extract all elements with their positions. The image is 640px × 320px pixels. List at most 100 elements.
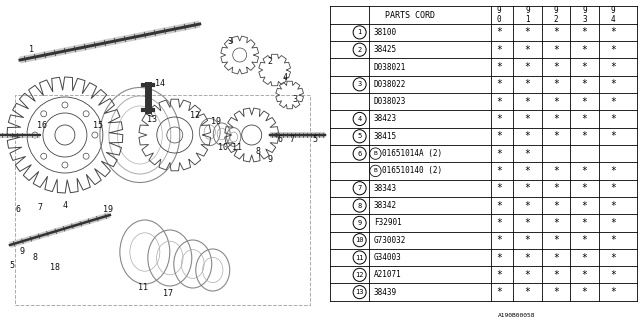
Text: 8: 8 [255,148,260,156]
Text: *: * [610,114,616,124]
Text: 12: 12 [355,272,364,278]
Text: *: * [553,45,559,55]
Text: 14: 14 [155,78,165,87]
Text: *: * [525,62,531,72]
Text: *: * [496,166,502,176]
Text: *: * [610,201,616,211]
FancyArrow shape [19,20,200,63]
Text: 01651014A (2): 01651014A (2) [382,149,442,158]
Text: 6: 6 [358,151,362,156]
Text: 19: 19 [211,117,221,126]
Text: F32901: F32901 [374,218,402,228]
Text: 6: 6 [277,135,282,145]
Text: *: * [553,97,559,107]
Text: *: * [496,97,502,107]
Text: 38439: 38439 [374,288,397,297]
Text: 6: 6 [15,205,20,214]
Text: 5: 5 [312,135,317,145]
Text: 7: 7 [38,204,42,212]
Text: *: * [610,45,616,55]
Text: D038023: D038023 [374,97,406,106]
Text: *: * [553,131,559,141]
Text: *: * [610,131,616,141]
Text: 13: 13 [147,116,157,124]
Text: *: * [496,270,502,280]
Text: *: * [553,166,559,176]
Text: *: * [582,201,588,211]
Text: *: * [610,252,616,262]
Text: 19: 19 [103,205,113,214]
Text: *: * [496,287,502,297]
Text: *: * [496,114,502,124]
Text: *: * [525,287,531,297]
Text: 3: 3 [292,95,297,105]
Text: *: * [610,287,616,297]
Bar [15,95,310,305]
Text: 15: 15 [93,121,103,130]
Text: 38342: 38342 [374,201,397,210]
Text: *: * [525,45,531,55]
Text: G34003: G34003 [374,253,402,262]
Text: *: * [496,79,502,89]
Text: *: * [610,79,616,89]
Text: 4: 4 [282,74,287,83]
Text: PARTS CORD: PARTS CORD [385,11,435,20]
Text: *: * [496,201,502,211]
Text: *: * [582,45,588,55]
Text: *: * [582,270,588,280]
Text: *: * [582,235,588,245]
Text: *: * [582,252,588,262]
Text: *: * [582,218,588,228]
Text: *: * [525,148,531,159]
Text: 10: 10 [355,237,364,243]
Text: 9: 9 [19,247,24,257]
Text: *: * [582,183,588,193]
Text: *: * [610,183,616,193]
Text: 11: 11 [138,284,148,292]
Text: *: * [610,97,616,107]
Text: 9
1: 9 1 [525,6,530,24]
Text: *: * [582,131,588,141]
Text: *: * [553,183,559,193]
Text: *: * [496,131,502,141]
Text: 38425: 38425 [374,45,397,54]
Text: 38415: 38415 [374,132,397,141]
Text: *: * [525,183,531,193]
Text: *: * [582,97,588,107]
Text: 12: 12 [190,111,200,121]
Text: *: * [496,148,502,159]
Text: 16: 16 [37,121,47,130]
Text: *: * [553,235,559,245]
Text: 3: 3 [358,81,362,87]
Text: A190B00058: A190B00058 [497,313,535,318]
Text: *: * [610,270,616,280]
Text: *: * [553,28,559,37]
Text: *: * [610,235,616,245]
Text: 10: 10 [218,143,228,153]
Text: 7: 7 [358,185,362,191]
Text: 4: 4 [63,201,67,210]
Text: *: * [582,79,588,89]
Text: *: * [525,201,531,211]
Text: *: * [582,28,588,37]
Text: 9: 9 [358,220,362,226]
Text: *: * [610,218,616,228]
Text: *: * [553,270,559,280]
Text: 38100: 38100 [374,28,397,37]
Text: *: * [525,131,531,141]
Text: 4: 4 [358,116,362,122]
Text: *: * [496,235,502,245]
Text: *: * [496,45,502,55]
Text: 5: 5 [358,133,362,139]
Text: 11: 11 [232,143,242,153]
Text: *: * [553,62,559,72]
Text: 8: 8 [358,203,362,209]
Text: *: * [553,79,559,89]
Text: *: * [525,218,531,228]
Text: 18: 18 [50,263,60,273]
Text: *: * [525,270,531,280]
Text: 5: 5 [10,260,15,269]
Text: *: * [525,79,531,89]
Text: *: * [525,235,531,245]
FancyArrow shape [269,132,324,138]
